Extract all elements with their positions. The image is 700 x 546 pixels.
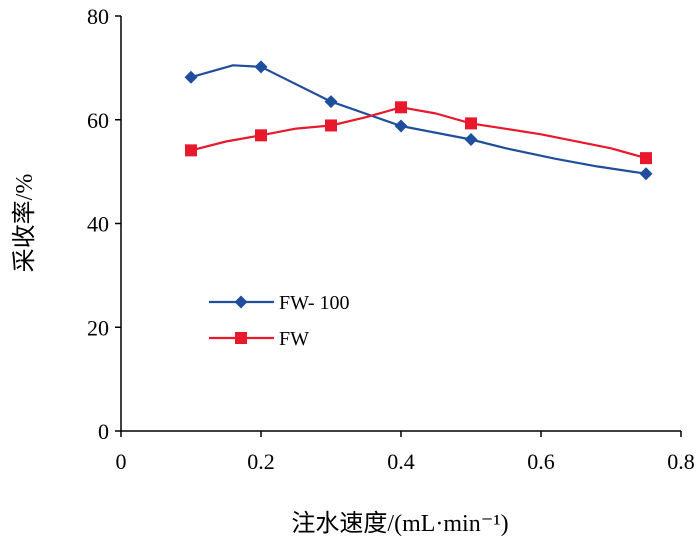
series-1-point (254, 60, 268, 74)
series-1-point (184, 70, 198, 84)
x-tick-label: 0.8 (667, 449, 695, 474)
axes: 0 20 40 60 80 0 0.2 0.4 0.6 0.8 (87, 4, 695, 474)
x-tick-label: 0.2 (247, 449, 275, 474)
series-1-point (394, 119, 408, 133)
x-axis-title: 注水速度/(mL·min⁻¹) (291, 510, 508, 537)
y-tick-label: 80 (87, 4, 109, 29)
y-axis-title: 采收率/% (11, 174, 38, 273)
series-1-point (324, 95, 338, 109)
series-2-point (465, 117, 477, 130)
legend-label-1: FW- 100 (279, 292, 350, 314)
series-2-point (255, 129, 267, 142)
x-tick-label: 0.6 (527, 449, 555, 474)
legend: FW- 100 FW (209, 292, 350, 350)
series-1-point (464, 132, 478, 146)
x-tick-label: 0 (116, 449, 127, 474)
y-tick-label: 40 (87, 212, 109, 237)
series-2-point (640, 152, 652, 165)
legend-marker-2 (235, 332, 247, 344)
series-1-point (639, 167, 653, 181)
series-line-1 (190, 64, 647, 175)
x-tick-label: 0.4 (387, 449, 415, 474)
legend-marker-1 (234, 295, 248, 309)
series-2-point (185, 144, 197, 157)
y-tick-label: 20 (87, 315, 109, 340)
series-2-point (395, 101, 407, 114)
y-tick-label: 60 (87, 108, 109, 133)
series-layer (184, 60, 653, 181)
series-2-point (325, 119, 337, 132)
legend-label-2: FW (279, 328, 309, 350)
y-tick-label: 0 (98, 419, 109, 444)
